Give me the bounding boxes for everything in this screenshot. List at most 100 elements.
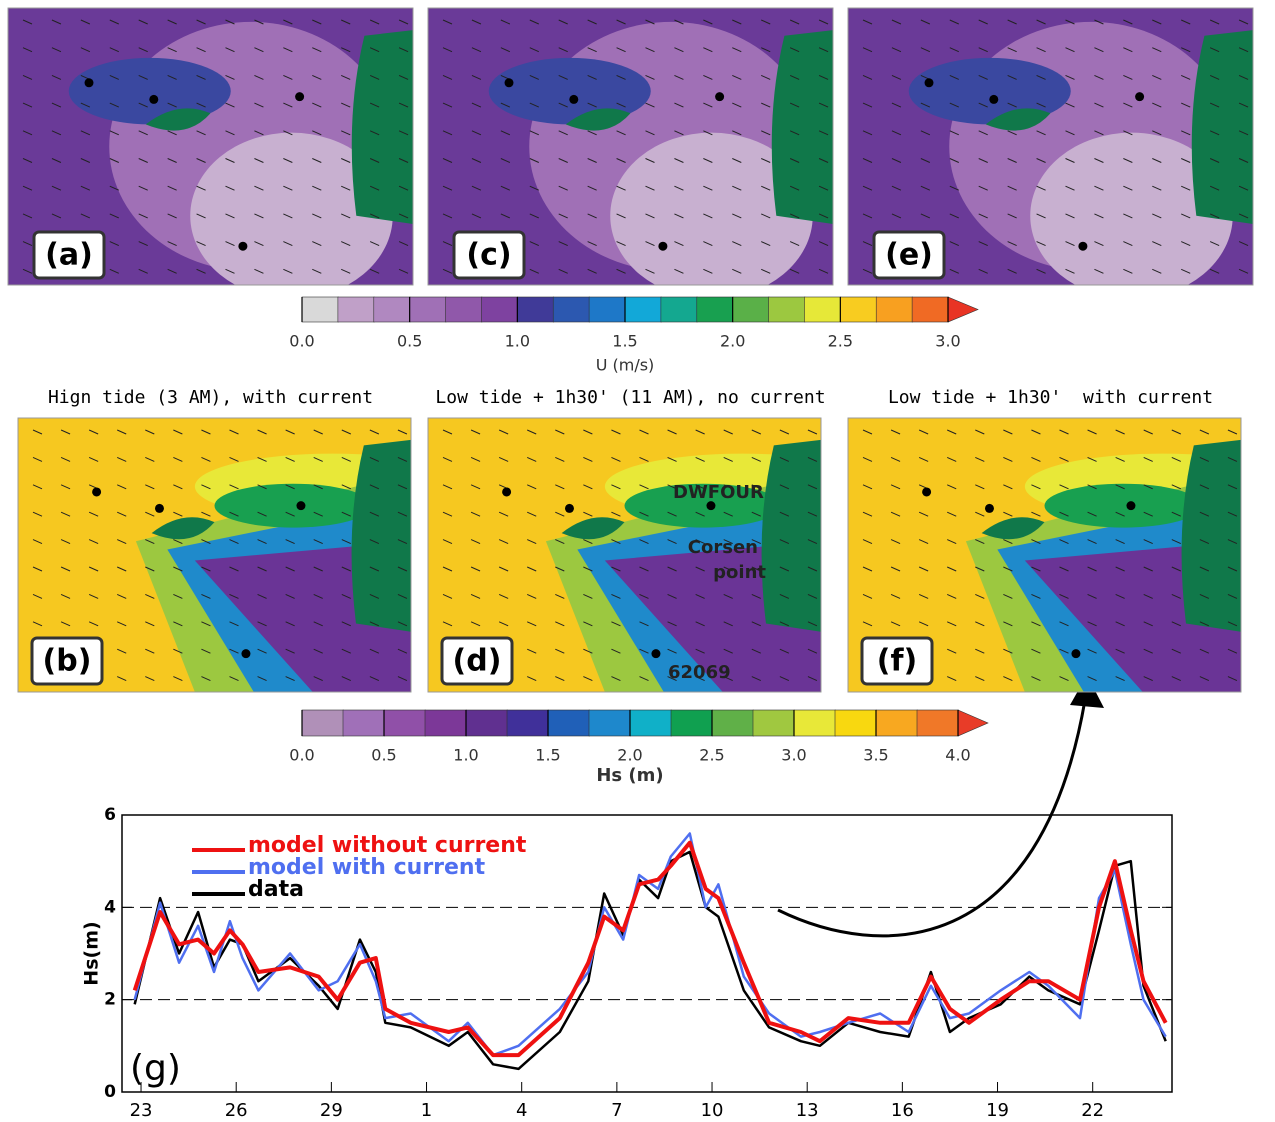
colorbar-label: Hs (m): [596, 765, 663, 786]
station-label: DWFOUR: [673, 482, 764, 503]
station-dot: [565, 504, 574, 513]
x-tick-label: 19: [986, 1100, 1009, 1121]
station-dot: [295, 92, 304, 101]
colorbar-tick-label: 1.0: [453, 746, 478, 765]
colorbar-swatch: [625, 297, 661, 322]
y-tick-label: 2: [104, 990, 116, 1010]
station-dot: [658, 242, 667, 251]
station-dot: [715, 92, 724, 101]
colorbar-swatch: [589, 710, 631, 736]
colorbar-tick-label: 0.5: [371, 746, 396, 765]
colorbar-tick-label: 0.0: [289, 332, 314, 351]
colorbar-swatch: [876, 297, 912, 322]
colorbar-swatch: [548, 710, 590, 736]
map-land: [1182, 440, 1241, 632]
colorbar-swatch: [733, 297, 769, 322]
y-tick-label: 4: [104, 897, 116, 917]
colorbar-swatch: [374, 297, 410, 322]
panel-label: (d): [453, 644, 502, 679]
panel-label: (a): [45, 238, 93, 273]
panel-title: Low tide + 1h30' (11 AM), no current: [435, 387, 825, 408]
colorbar-label: U (m/s): [596, 356, 655, 375]
colorbar-swatch: [446, 297, 482, 322]
colorbar-swatch: [804, 297, 840, 322]
x-tick-label: 7: [611, 1100, 622, 1121]
colorbar-tick-label: 4.0: [945, 746, 970, 765]
colorbar-swatch: [553, 297, 589, 322]
station-dot: [569, 95, 578, 104]
station-dot: [922, 487, 931, 496]
x-tick-label: 16: [891, 1100, 914, 1121]
x-tick-label: 29: [320, 1100, 343, 1121]
station-dot: [651, 649, 660, 658]
colorbar-swatch: [410, 297, 446, 322]
colorbar-tick-label: 2.0: [617, 746, 642, 765]
colorbar-swatch: [876, 710, 918, 736]
legend-label: data: [248, 877, 304, 902]
colorbar-tick-label: 3.0: [935, 332, 960, 351]
colorbar-swatch: [517, 297, 553, 322]
station-dot: [1078, 242, 1087, 251]
station-dot: [155, 504, 164, 513]
colorbar-tick-label: 1.5: [612, 332, 637, 351]
x-tick-label: 1: [421, 1100, 432, 1121]
map-land: [772, 30, 833, 224]
x-tick-label: 26: [225, 1100, 248, 1121]
y-axis-label: Hs(m): [81, 921, 103, 985]
colorbar-tick-label: 2.5: [699, 746, 724, 765]
station-dot: [92, 487, 101, 496]
colorbar-swatch: [835, 710, 877, 736]
station-dot: [149, 95, 158, 104]
x-tick-label: 13: [796, 1100, 819, 1121]
colorbar-swatch: [425, 710, 467, 736]
colorbar-extension: [948, 297, 978, 322]
map-land: [762, 440, 821, 632]
y-tick-label: 6: [104, 805, 116, 825]
colorbar-tick-label: 3.0: [781, 746, 806, 765]
colorbar-swatch: [912, 297, 948, 322]
station-dot: [989, 95, 998, 104]
panel-label: (c): [466, 238, 511, 273]
colorbar-swatch: [481, 297, 517, 322]
map-land: [352, 30, 413, 224]
x-tick-label: 4: [516, 1100, 527, 1121]
panel-label: (b): [43, 644, 92, 679]
colorbar-swatch: [302, 710, 344, 736]
y-tick-label: 0: [104, 1082, 116, 1102]
colorbar-swatch: [302, 297, 338, 322]
figure: (a)(c)(e)Hign tide (3 AM), with current(…: [0, 0, 1275, 1122]
panel-label: (g): [130, 1048, 181, 1089]
map-zone: [1045, 484, 1202, 528]
station-label: Corsen: [688, 537, 758, 558]
colorbar-tick-label: 1.5: [535, 746, 560, 765]
station-dot: [505, 78, 514, 87]
colorbar-tick-label: 2.5: [828, 332, 853, 351]
station-label: point: [713, 562, 766, 583]
colorbar-tick-label: 0.0: [289, 746, 314, 765]
colorbar-swatch: [466, 710, 508, 736]
colorbar-swatch: [712, 710, 754, 736]
colorbar-swatch: [630, 710, 672, 736]
station-dot: [1126, 501, 1135, 510]
station-dot: [1135, 92, 1144, 101]
station-dot: [85, 78, 94, 87]
panel-title: Low tide + 1h30' with current: [888, 387, 1213, 408]
colorbar-swatch: [343, 710, 385, 736]
station-dot: [925, 78, 934, 87]
x-tick-label: 10: [701, 1100, 724, 1121]
station-dot: [241, 649, 250, 658]
station-dot: [1071, 649, 1080, 658]
colorbar-swatch: [507, 710, 549, 736]
colorbar-swatch: [769, 297, 805, 322]
panel-label: (e): [885, 238, 933, 273]
station-label: 62069: [668, 662, 731, 683]
colorbar-swatch: [338, 297, 374, 322]
colorbar-swatch: [671, 710, 713, 736]
x-tick-label: 23: [130, 1100, 153, 1121]
colorbar-swatch: [794, 710, 836, 736]
map-land: [1192, 30, 1253, 224]
x-tick-label: 22: [1081, 1100, 1104, 1121]
colorbar-swatch: [589, 297, 625, 322]
station-dot: [296, 501, 305, 510]
colorbar-swatch: [917, 710, 959, 736]
